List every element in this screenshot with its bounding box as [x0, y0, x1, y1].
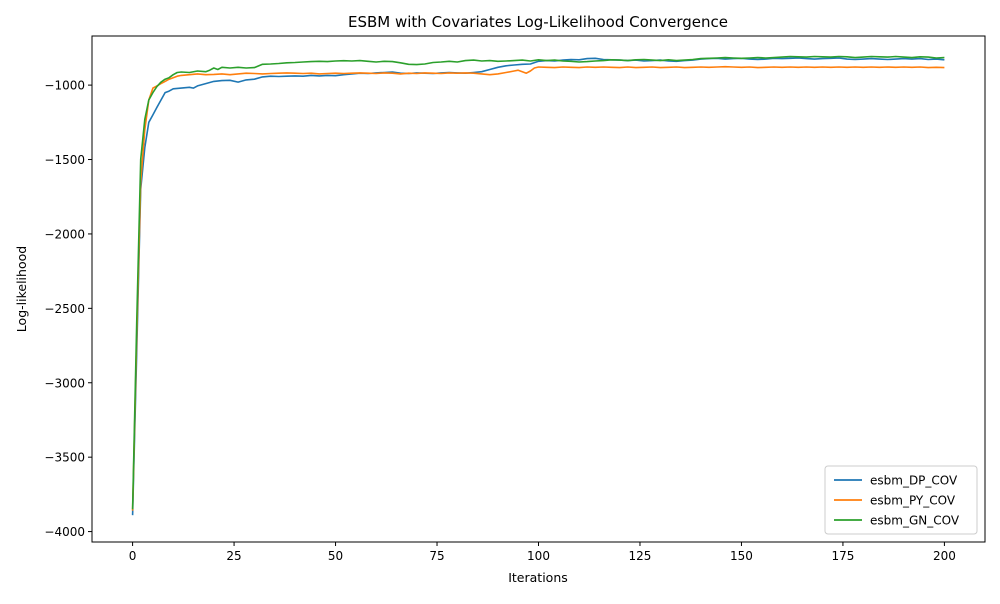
y-tick-label: −2500	[44, 302, 85, 316]
x-tick-label: 50	[328, 549, 343, 563]
y-tick-label: −1000	[44, 79, 85, 93]
x-tick-label: 0	[129, 549, 137, 563]
y-tick-label: −3500	[44, 451, 85, 465]
y-tick-label: −2000	[44, 227, 85, 241]
y-tick-label: −3000	[44, 376, 85, 390]
series-line-esbm-py-cov	[131, 65, 945, 511]
x-tick-label: 175	[831, 549, 854, 563]
plot-area-frame	[91, 35, 986, 543]
chart-title: ESBM with Covariates Log-Likelihood Conv…	[348, 13, 728, 31]
x-tick-label: 25	[226, 549, 241, 563]
y-tick-label: −4000	[44, 525, 85, 539]
x-tick-label: 150	[730, 549, 753, 563]
legend-label: esbm_DP_COV	[870, 474, 958, 488]
legend-label: esbm_GN_COV	[870, 514, 960, 528]
x-tick-label: 75	[429, 549, 444, 563]
x-axis: 0 25 50 75 100 125 150 175 200	[129, 542, 956, 563]
series-line-esbm-dp-cov	[131, 57, 945, 516]
x-tick-label: 200	[933, 549, 956, 563]
x-tick-label: 100	[527, 549, 550, 563]
y-tick-label: −1500	[44, 153, 85, 167]
legend-frame	[824, 465, 978, 535]
y-axis: −4000 −3500 −3000 −2500 −2000 −1500 −1000	[44, 79, 92, 539]
x-tick-label: 125	[629, 549, 652, 563]
legend-label: esbm_PY_COV	[870, 494, 956, 508]
legend: esbm_DP_COV esbm_PY_COV esbm_GN_COV	[824, 465, 978, 535]
series-lines	[131, 55, 945, 516]
series-line-esbm-gn-cov	[131, 55, 945, 510]
x-axis-label: Iterations	[508, 570, 568, 585]
y-axis-label: Log-likelihood	[14, 246, 29, 332]
